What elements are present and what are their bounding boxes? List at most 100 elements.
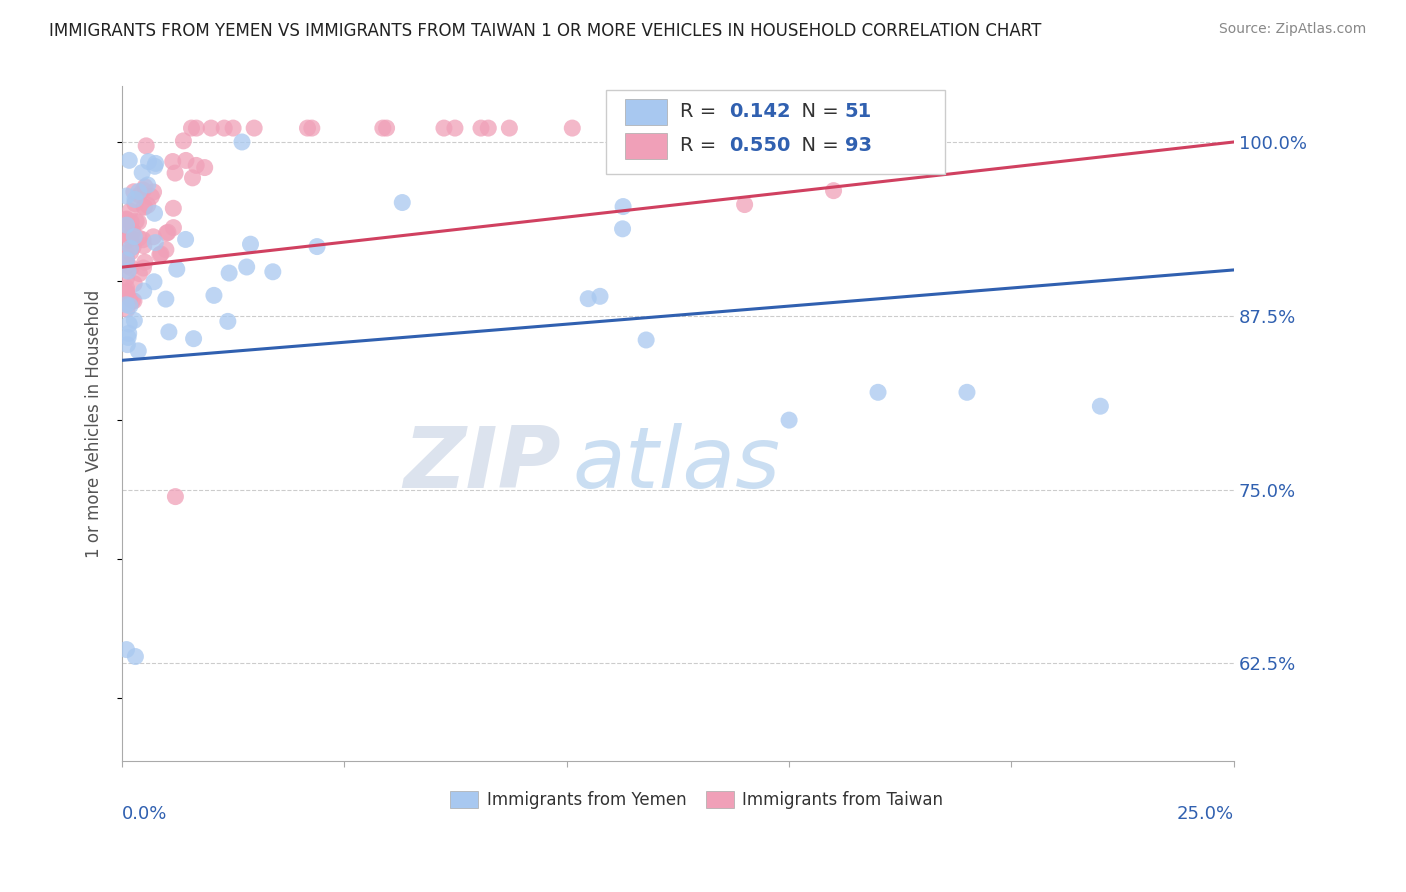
- Point: [124, 649, 146, 664]
- Text: N =: N =: [789, 103, 845, 121]
- Point: [612, 222, 634, 236]
- Point: [172, 134, 194, 148]
- Point: [134, 179, 156, 194]
- Point: [120, 203, 142, 218]
- Point: [235, 260, 257, 274]
- Point: [477, 121, 499, 136]
- Point: [122, 185, 145, 199]
- Point: [742, 121, 765, 136]
- Point: [755, 121, 778, 136]
- Point: [186, 158, 208, 172]
- Point: [866, 385, 889, 400]
- Point: [117, 233, 139, 247]
- Point: [141, 189, 163, 203]
- Point: [174, 232, 197, 246]
- Point: [762, 121, 785, 136]
- Point: [262, 265, 284, 279]
- Point: [122, 277, 145, 291]
- Point: [200, 121, 222, 136]
- Point: [143, 235, 166, 250]
- Point: [115, 218, 138, 232]
- Point: [561, 121, 583, 136]
- Text: Immigrants from Taiwan: Immigrants from Taiwan: [742, 791, 943, 809]
- Point: [222, 121, 245, 136]
- Point: [142, 185, 165, 199]
- Point: [135, 139, 157, 153]
- Point: [181, 170, 204, 185]
- Point: [134, 200, 156, 214]
- Text: Source: ZipAtlas.com: Source: ZipAtlas.com: [1219, 22, 1367, 37]
- FancyBboxPatch shape: [606, 90, 945, 174]
- Point: [212, 121, 235, 136]
- Point: [115, 252, 138, 266]
- Point: [149, 248, 172, 262]
- Point: [183, 332, 205, 346]
- Point: [145, 156, 167, 170]
- Point: [186, 121, 208, 136]
- Point: [149, 247, 172, 261]
- Point: [132, 183, 155, 197]
- Text: N =: N =: [789, 136, 845, 155]
- Point: [115, 246, 138, 260]
- Point: [115, 212, 138, 227]
- Point: [217, 314, 239, 328]
- Point: [243, 121, 266, 136]
- Point: [115, 642, 138, 657]
- Point: [823, 184, 845, 198]
- Point: [1090, 399, 1112, 413]
- Point: [122, 240, 145, 254]
- Point: [128, 231, 150, 245]
- Point: [202, 288, 225, 302]
- Point: [115, 302, 138, 317]
- Point: [131, 165, 153, 179]
- FancyBboxPatch shape: [624, 133, 666, 159]
- Point: [118, 326, 141, 341]
- Point: [143, 275, 166, 289]
- Point: [166, 262, 188, 277]
- Point: [117, 264, 139, 278]
- Point: [115, 253, 138, 268]
- Text: 93: 93: [845, 136, 872, 155]
- Point: [127, 343, 149, 358]
- Point: [576, 292, 599, 306]
- Point: [115, 271, 138, 285]
- Point: [115, 212, 138, 227]
- Point: [704, 121, 727, 136]
- Point: [747, 121, 769, 136]
- Point: [301, 121, 323, 136]
- Point: [120, 230, 142, 244]
- Point: [143, 159, 166, 173]
- Point: [498, 121, 520, 136]
- Point: [115, 189, 138, 203]
- Point: [761, 121, 783, 136]
- Point: [115, 298, 138, 312]
- Text: IMMIGRANTS FROM YEMEN VS IMMIGRANTS FROM TAIWAN 1 OR MORE VEHICLES IN HOUSEHOLD : IMMIGRANTS FROM YEMEN VS IMMIGRANTS FROM…: [49, 22, 1042, 40]
- Point: [218, 266, 240, 280]
- Point: [115, 285, 138, 300]
- Point: [174, 153, 197, 168]
- FancyBboxPatch shape: [624, 99, 666, 125]
- Point: [128, 188, 150, 202]
- Point: [117, 330, 139, 344]
- Point: [115, 218, 138, 232]
- Point: [444, 121, 467, 136]
- Point: [124, 196, 146, 211]
- Text: R =: R =: [681, 136, 723, 155]
- Point: [142, 229, 165, 244]
- Point: [122, 293, 145, 308]
- Point: [120, 260, 142, 275]
- Point: [132, 260, 155, 275]
- Point: [134, 255, 156, 269]
- Point: [194, 161, 217, 175]
- Point: [231, 135, 253, 149]
- Point: [155, 292, 177, 306]
- Point: [375, 121, 398, 136]
- Point: [778, 413, 800, 427]
- Point: [128, 215, 150, 229]
- Point: [134, 200, 156, 214]
- Text: 25.0%: 25.0%: [1177, 805, 1234, 822]
- Point: [155, 243, 177, 257]
- Point: [128, 267, 150, 281]
- Point: [589, 289, 612, 303]
- Point: [749, 121, 772, 136]
